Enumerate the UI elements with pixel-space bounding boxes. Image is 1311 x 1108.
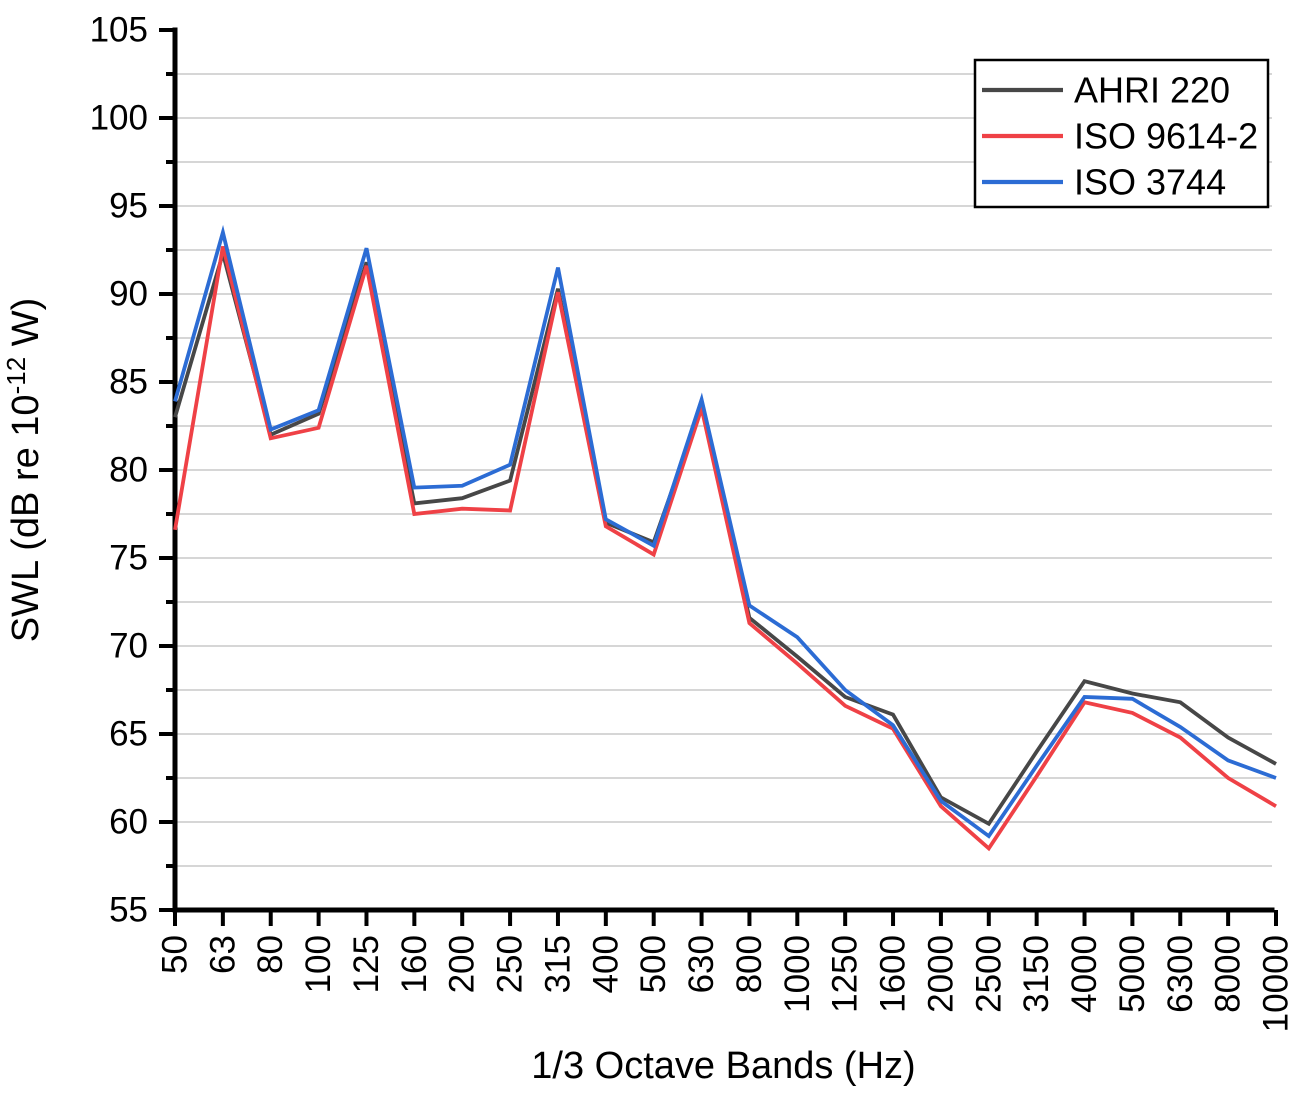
y-tick-label: 90 <box>109 275 148 314</box>
x-tick-label: 5000 <box>1113 935 1152 1013</box>
x-tick-label: 125 <box>347 935 386 993</box>
x-tick-label: 80 <box>251 935 290 974</box>
x-tick-label: 630 <box>682 935 721 993</box>
y-tick-label: 75 <box>109 539 148 578</box>
x-axis-title: 1/3 Octave Bands (Hz) <box>531 1045 915 1087</box>
x-tick-label: 1250 <box>826 935 865 1013</box>
y-tick-label: 95 <box>109 187 148 226</box>
y-tick-label: 85 <box>109 363 148 402</box>
legend-item-ahri-220: AHRI 220 <box>982 70 1230 111</box>
x-tick-label: 100 <box>299 935 338 993</box>
y-tick-label: 100 <box>90 99 148 138</box>
x-tick-label: 160 <box>395 935 434 993</box>
legend-label: ISO 3744 <box>1074 162 1226 203</box>
x-tick-label: 500 <box>634 935 673 993</box>
x-tick-label: 50 <box>156 935 195 974</box>
x-tick-label: 3150 <box>1017 935 1056 1013</box>
legend-item-iso-3744: ISO 3744 <box>982 162 1226 203</box>
x-tick-label: 10000 <box>1257 935 1296 1032</box>
y-tick-label: 60 <box>109 803 148 842</box>
series-line-iso-3744 <box>173 224 1277 839</box>
y-tick-label: 80 <box>109 451 148 490</box>
x-tick-label: 4000 <box>1065 935 1104 1013</box>
legend-item-iso-9614-2: ISO 9614-2 <box>982 116 1258 157</box>
x-tick-label: 1000 <box>778 935 817 1013</box>
legend-label: AHRI 220 <box>1074 70 1230 111</box>
legend-label: ISO 9614-2 <box>1074 116 1258 157</box>
x-tick-label: 8000 <box>1209 935 1248 1013</box>
x-tick-label: 315 <box>538 935 577 993</box>
x-tick-label: 200 <box>443 935 482 993</box>
x-tick-label: 63 <box>203 935 242 974</box>
y-tick-label: 70 <box>109 627 148 666</box>
x-tick-label: 400 <box>586 935 625 993</box>
x-tick-label: 800 <box>730 935 769 993</box>
x-tick-label: 2500 <box>969 935 1008 1013</box>
y-tick-label: 105 <box>90 11 148 50</box>
x-tick-label: 6300 <box>1161 935 1200 1013</box>
y-tick-label: 65 <box>109 715 148 754</box>
x-tick-label: 1600 <box>874 935 913 1013</box>
x-tick-label: 250 <box>491 935 530 993</box>
y-tick-label: 55 <box>109 891 148 930</box>
y-axis-title: SWL (dB re 10-12 W) <box>1 298 47 642</box>
series-line-iso-9614-2 <box>173 246 1277 852</box>
x-tick-label: 2000 <box>921 935 960 1013</box>
